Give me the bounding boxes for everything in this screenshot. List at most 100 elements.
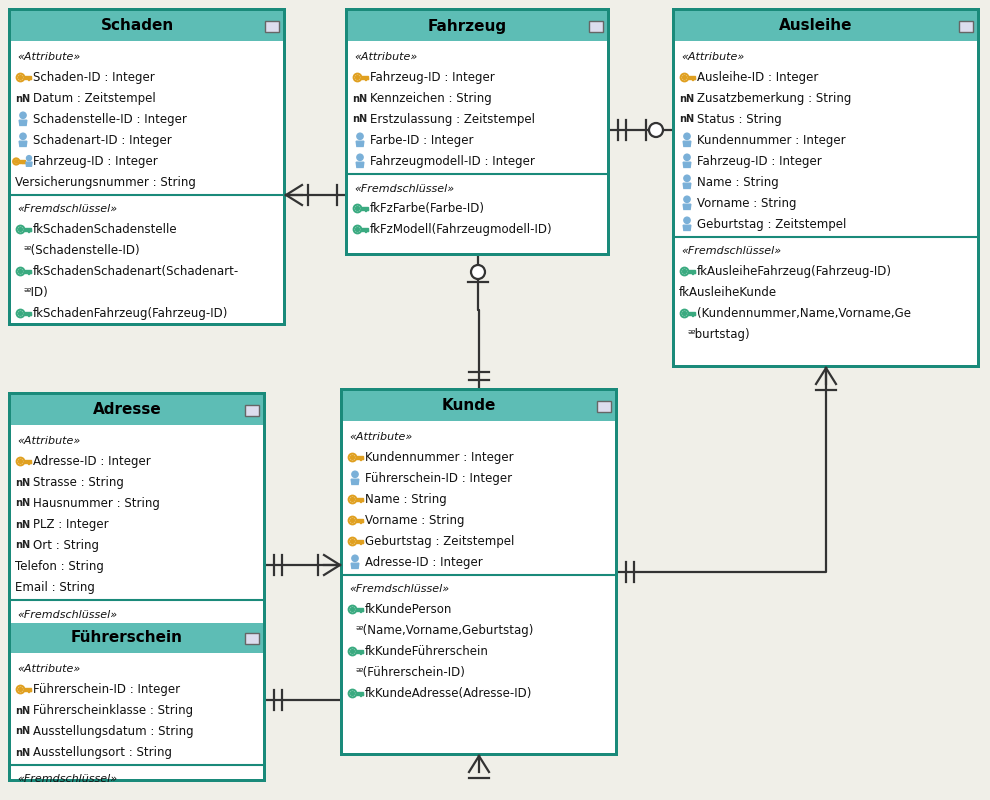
Bar — [28, 78, 30, 80]
Bar — [24, 76, 32, 79]
Text: «Attribute»: «Attribute» — [354, 53, 417, 62]
Text: nN: nN — [352, 94, 367, 103]
Text: Hausnummer : String: Hausnummer : String — [33, 497, 159, 510]
Text: ᵆ(Führerschein-ID): ᵆ(Führerschein-ID) — [355, 666, 465, 679]
FancyBboxPatch shape — [265, 21, 279, 31]
Circle shape — [350, 518, 354, 522]
Text: PLZ : Integer: PLZ : Integer — [33, 518, 109, 531]
Text: Schadenstelle-ID : Integer: Schadenstelle-ID : Integer — [33, 113, 187, 126]
Circle shape — [19, 459, 23, 463]
Bar — [355, 608, 363, 611]
Bar — [22, 162, 24, 163]
Bar — [367, 230, 368, 231]
Text: Schaden-ID : Integer: Schaden-ID : Integer — [33, 71, 154, 84]
Bar — [28, 314, 30, 315]
Text: fkKundeFührerschein: fkKundeFührerschein — [365, 645, 489, 658]
Text: «Attribute»: «Attribute» — [17, 665, 80, 674]
Circle shape — [684, 154, 690, 161]
Bar — [30, 690, 32, 691]
Bar — [359, 610, 361, 611]
Text: nN: nN — [15, 498, 30, 509]
Circle shape — [684, 175, 690, 182]
Circle shape — [20, 133, 26, 139]
FancyBboxPatch shape — [675, 11, 977, 41]
FancyBboxPatch shape — [675, 41, 977, 365]
Bar — [355, 650, 363, 653]
Circle shape — [351, 555, 358, 562]
Circle shape — [356, 154, 363, 161]
Circle shape — [350, 539, 354, 543]
Text: Kunde: Kunde — [442, 398, 496, 414]
FancyBboxPatch shape — [8, 620, 266, 782]
FancyBboxPatch shape — [345, 8, 610, 256]
Bar — [30, 271, 32, 274]
Text: Telefon : String: Telefon : String — [15, 560, 104, 573]
Bar — [359, 542, 361, 544]
Circle shape — [19, 75, 23, 79]
Text: ᵆ(Schadenstelle-ID): ᵆ(Schadenstelle-ID) — [23, 244, 140, 257]
Circle shape — [684, 196, 690, 202]
FancyBboxPatch shape — [343, 391, 615, 421]
Bar — [360, 228, 368, 231]
Text: «Fremdschlüssel»: «Fremdschlüssel» — [17, 774, 117, 785]
Polygon shape — [356, 162, 364, 167]
Text: (Kundennummer,Name,Vorname,Ge: (Kundennummer,Name,Vorname,Ge — [697, 307, 911, 320]
Text: Geburtstag : Zeitstempel: Geburtstag : Zeitstempel — [365, 535, 515, 548]
Bar — [692, 78, 693, 80]
Bar — [355, 540, 363, 543]
FancyBboxPatch shape — [11, 653, 263, 779]
Polygon shape — [683, 183, 691, 189]
Text: Fahrzeugmodell-ID : Integer: Fahrzeugmodell-ID : Integer — [370, 155, 535, 168]
Text: Führerschein-ID : Integer: Führerschein-ID : Integer — [33, 683, 180, 696]
FancyBboxPatch shape — [340, 388, 618, 756]
Circle shape — [350, 691, 354, 695]
Text: nN: nN — [15, 726, 30, 737]
Text: «Attribute»: «Attribute» — [17, 437, 80, 446]
Bar — [359, 694, 361, 696]
FancyBboxPatch shape — [245, 405, 259, 415]
Text: Zusatzbemerkung : String: Zusatzbemerkung : String — [697, 92, 851, 105]
Bar — [359, 521, 361, 522]
FancyBboxPatch shape — [11, 11, 283, 41]
Text: «Fremdschlüssel»: «Fremdschlüssel» — [17, 610, 117, 619]
Text: Adresse: Adresse — [93, 402, 161, 418]
Circle shape — [350, 650, 354, 654]
Bar — [24, 688, 32, 691]
Text: Geburtstag : Zeitstempel: Geburtstag : Zeitstempel — [697, 218, 846, 231]
Circle shape — [27, 156, 32, 161]
Bar — [362, 458, 363, 459]
FancyBboxPatch shape — [959, 21, 973, 31]
Bar — [362, 694, 363, 695]
Text: «Fremdschlüssel»: «Fremdschlüssel» — [681, 246, 781, 257]
Text: fkSchadenSchadenart(Schadenart-: fkSchadenSchadenart(Schadenart- — [33, 265, 240, 278]
Text: fkKundePerson: fkKundePerson — [365, 603, 452, 616]
Polygon shape — [351, 479, 358, 485]
Text: nN: nN — [679, 94, 694, 103]
FancyBboxPatch shape — [597, 401, 611, 411]
Text: Farbe-ID : Integer: Farbe-ID : Integer — [370, 134, 473, 147]
FancyBboxPatch shape — [672, 8, 980, 368]
Bar — [359, 651, 361, 654]
Text: Email : String: Email : String — [15, 581, 95, 594]
Bar — [360, 207, 368, 210]
Bar — [694, 78, 696, 79]
Text: fkFzModell(Fahrzeugmodell-ID): fkFzModell(Fahrzeugmodell-ID) — [370, 223, 552, 236]
Circle shape — [19, 227, 23, 231]
Bar — [694, 271, 696, 274]
Text: Name : String: Name : String — [697, 176, 779, 189]
Text: «Attribute»: «Attribute» — [17, 53, 80, 62]
Text: Führerschein-ID : Integer: Führerschein-ID : Integer — [365, 472, 512, 485]
FancyBboxPatch shape — [11, 395, 263, 425]
Bar — [360, 76, 368, 79]
Bar — [694, 314, 696, 315]
Text: fkSchadenSchadenstelle: fkSchadenSchadenstelle — [33, 223, 177, 236]
Text: fkFzFarbe(Farbe-ID): fkFzFarbe(Farbe-ID) — [370, 202, 485, 215]
Circle shape — [15, 160, 18, 163]
Circle shape — [682, 270, 686, 274]
Polygon shape — [683, 141, 691, 146]
Text: Adresse-ID : Integer: Adresse-ID : Integer — [365, 556, 483, 569]
Text: fkAusleiheKunde: fkAusleiheKunde — [679, 286, 777, 299]
FancyBboxPatch shape — [11, 425, 263, 737]
Bar — [24, 460, 32, 463]
FancyBboxPatch shape — [348, 11, 607, 41]
